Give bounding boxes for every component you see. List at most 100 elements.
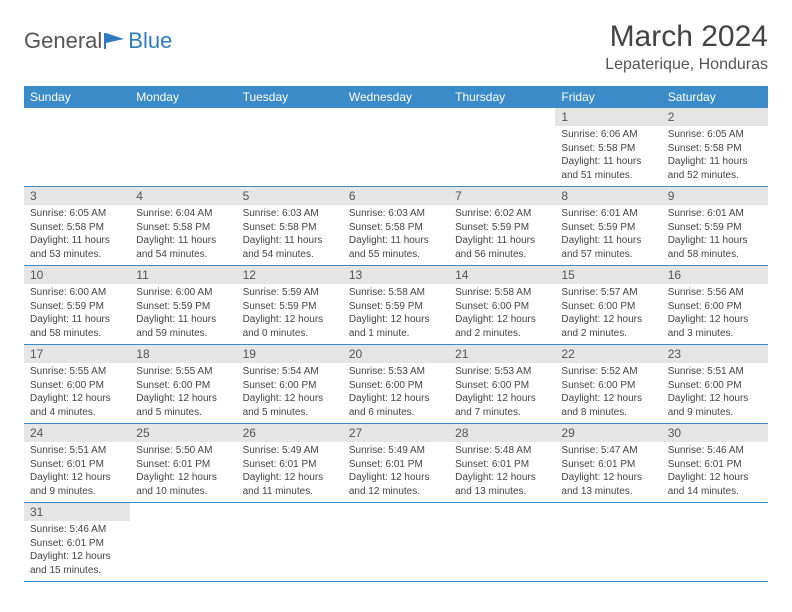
day-number: 14: [449, 266, 555, 284]
day-number: 7: [449, 187, 555, 205]
day-number: 21: [449, 345, 555, 363]
location: Lepaterique, Honduras: [605, 56, 768, 74]
day-cell: 11Sunrise: 6:00 AMSunset: 5:59 PMDayligh…: [130, 266, 236, 345]
day-number: 31: [24, 503, 130, 521]
empty-cell: [130, 503, 236, 582]
day-cell: 20Sunrise: 5:53 AMSunset: 6:00 PMDayligh…: [343, 345, 449, 424]
day-body: Sunrise: 5:53 AMSunset: 6:00 PMDaylight:…: [449, 363, 555, 423]
day-cell: 26Sunrise: 5:49 AMSunset: 6:01 PMDayligh…: [237, 424, 343, 503]
calendar-row: 31Sunrise: 5:46 AMSunset: 6:01 PMDayligh…: [24, 503, 768, 582]
day-body: Sunrise: 5:50 AMSunset: 6:01 PMDaylight:…: [130, 442, 236, 502]
day-number: 5: [237, 187, 343, 205]
day-number: 10: [24, 266, 130, 284]
day-body: Sunrise: 5:58 AMSunset: 5:59 PMDaylight:…: [343, 284, 449, 344]
day-cell: 10Sunrise: 6:00 AMSunset: 5:59 PMDayligh…: [24, 266, 130, 345]
day-number: 15: [555, 266, 661, 284]
day-number: 22: [555, 345, 661, 363]
day-body: Sunrise: 5:58 AMSunset: 6:00 PMDaylight:…: [449, 284, 555, 344]
day-cell: 17Sunrise: 5:55 AMSunset: 6:00 PMDayligh…: [24, 345, 130, 424]
day-body: Sunrise: 6:00 AMSunset: 5:59 PMDaylight:…: [130, 284, 236, 344]
day-number: 29: [555, 424, 661, 442]
day-cell: 2Sunrise: 6:05 AMSunset: 5:58 PMDaylight…: [662, 108, 768, 187]
day-cell: 13Sunrise: 5:58 AMSunset: 5:59 PMDayligh…: [343, 266, 449, 345]
empty-cell: [343, 503, 449, 582]
day-cell: 4Sunrise: 6:04 AMSunset: 5:58 PMDaylight…: [130, 187, 236, 266]
day-body: Sunrise: 5:54 AMSunset: 6:00 PMDaylight:…: [237, 363, 343, 423]
day-body: Sunrise: 5:51 AMSunset: 6:01 PMDaylight:…: [24, 442, 130, 502]
day-number: 13: [343, 266, 449, 284]
day-body: Sunrise: 5:49 AMSunset: 6:01 PMDaylight:…: [343, 442, 449, 502]
day-cell: 19Sunrise: 5:54 AMSunset: 6:00 PMDayligh…: [237, 345, 343, 424]
day-body: Sunrise: 6:02 AMSunset: 5:59 PMDaylight:…: [449, 205, 555, 265]
empty-cell: [555, 503, 661, 582]
dow-header: Saturday: [662, 86, 768, 108]
day-body: Sunrise: 6:05 AMSunset: 5:58 PMDaylight:…: [24, 205, 130, 265]
day-number: 17: [24, 345, 130, 363]
dow-header: Monday: [130, 86, 236, 108]
day-body: Sunrise: 6:03 AMSunset: 5:58 PMDaylight:…: [237, 205, 343, 265]
day-cell: 6Sunrise: 6:03 AMSunset: 5:58 PMDaylight…: [343, 187, 449, 266]
day-number: 12: [237, 266, 343, 284]
empty-cell: [237, 108, 343, 187]
day-body: Sunrise: 6:03 AMSunset: 5:58 PMDaylight:…: [343, 205, 449, 265]
day-number: 16: [662, 266, 768, 284]
dow-header: Tuesday: [237, 86, 343, 108]
calendar-row: 10Sunrise: 6:00 AMSunset: 5:59 PMDayligh…: [24, 266, 768, 345]
day-cell: 31Sunrise: 5:46 AMSunset: 6:01 PMDayligh…: [24, 503, 130, 582]
title-block: March 2024 Lepaterique, Honduras: [605, 20, 768, 74]
day-cell: 16Sunrise: 5:56 AMSunset: 6:00 PMDayligh…: [662, 266, 768, 345]
day-cell: 15Sunrise: 5:57 AMSunset: 6:00 PMDayligh…: [555, 266, 661, 345]
day-body: Sunrise: 6:01 AMSunset: 5:59 PMDaylight:…: [662, 205, 768, 265]
day-number: 23: [662, 345, 768, 363]
day-body: Sunrise: 6:04 AMSunset: 5:58 PMDaylight:…: [130, 205, 236, 265]
month-title: March 2024: [605, 20, 768, 54]
day-cell: 12Sunrise: 5:59 AMSunset: 5:59 PMDayligh…: [237, 266, 343, 345]
calendar-row: 17Sunrise: 5:55 AMSunset: 6:00 PMDayligh…: [24, 345, 768, 424]
day-body: Sunrise: 5:57 AMSunset: 6:00 PMDaylight:…: [555, 284, 661, 344]
day-number: 9: [662, 187, 768, 205]
day-number: 26: [237, 424, 343, 442]
calendar-body: 1Sunrise: 6:06 AMSunset: 5:58 PMDaylight…: [24, 108, 768, 582]
calendar-row: 1Sunrise: 6:06 AMSunset: 5:58 PMDaylight…: [24, 108, 768, 187]
empty-cell: [237, 503, 343, 582]
brand-part1: General: [24, 28, 102, 54]
brand-part2: Blue: [128, 28, 172, 54]
calendar-row: 3Sunrise: 6:05 AMSunset: 5:58 PMDaylight…: [24, 187, 768, 266]
day-cell: 18Sunrise: 5:55 AMSunset: 6:00 PMDayligh…: [130, 345, 236, 424]
calendar-table: SundayMondayTuesdayWednesdayThursdayFrid…: [24, 86, 768, 582]
day-cell: 29Sunrise: 5:47 AMSunset: 6:01 PMDayligh…: [555, 424, 661, 503]
dow-header: Thursday: [449, 86, 555, 108]
day-body: Sunrise: 5:46 AMSunset: 6:01 PMDaylight:…: [24, 521, 130, 581]
day-cell: 23Sunrise: 5:51 AMSunset: 6:00 PMDayligh…: [662, 345, 768, 424]
day-number: 27: [343, 424, 449, 442]
day-number: 28: [449, 424, 555, 442]
day-number: 19: [237, 345, 343, 363]
day-cell: 1Sunrise: 6:06 AMSunset: 5:58 PMDaylight…: [555, 108, 661, 187]
empty-cell: [343, 108, 449, 187]
day-body: Sunrise: 5:55 AMSunset: 6:00 PMDaylight:…: [130, 363, 236, 423]
day-number: 20: [343, 345, 449, 363]
day-number: 24: [24, 424, 130, 442]
day-number: 11: [130, 266, 236, 284]
day-cell: 30Sunrise: 5:46 AMSunset: 6:01 PMDayligh…: [662, 424, 768, 503]
day-number: 4: [130, 187, 236, 205]
day-number: 2: [662, 108, 768, 126]
day-cell: 28Sunrise: 5:48 AMSunset: 6:01 PMDayligh…: [449, 424, 555, 503]
day-body: Sunrise: 5:46 AMSunset: 6:01 PMDaylight:…: [662, 442, 768, 502]
day-cell: 9Sunrise: 6:01 AMSunset: 5:59 PMDaylight…: [662, 187, 768, 266]
day-body: Sunrise: 5:47 AMSunset: 6:01 PMDaylight:…: [555, 442, 661, 502]
day-body: Sunrise: 6:06 AMSunset: 5:58 PMDaylight:…: [555, 126, 661, 186]
empty-cell: [130, 108, 236, 187]
calendar-row: 24Sunrise: 5:51 AMSunset: 6:01 PMDayligh…: [24, 424, 768, 503]
day-number: 30: [662, 424, 768, 442]
day-cell: 3Sunrise: 6:05 AMSunset: 5:58 PMDaylight…: [24, 187, 130, 266]
day-number: 18: [130, 345, 236, 363]
day-cell: 21Sunrise: 5:53 AMSunset: 6:00 PMDayligh…: [449, 345, 555, 424]
day-body: Sunrise: 5:55 AMSunset: 6:00 PMDaylight:…: [24, 363, 130, 423]
day-body: Sunrise: 5:56 AMSunset: 6:00 PMDaylight:…: [662, 284, 768, 344]
day-body: Sunrise: 6:00 AMSunset: 5:59 PMDaylight:…: [24, 284, 130, 344]
day-body: Sunrise: 5:49 AMSunset: 6:01 PMDaylight:…: [237, 442, 343, 502]
flag-icon: [104, 33, 126, 49]
day-number: 25: [130, 424, 236, 442]
day-number: 8: [555, 187, 661, 205]
